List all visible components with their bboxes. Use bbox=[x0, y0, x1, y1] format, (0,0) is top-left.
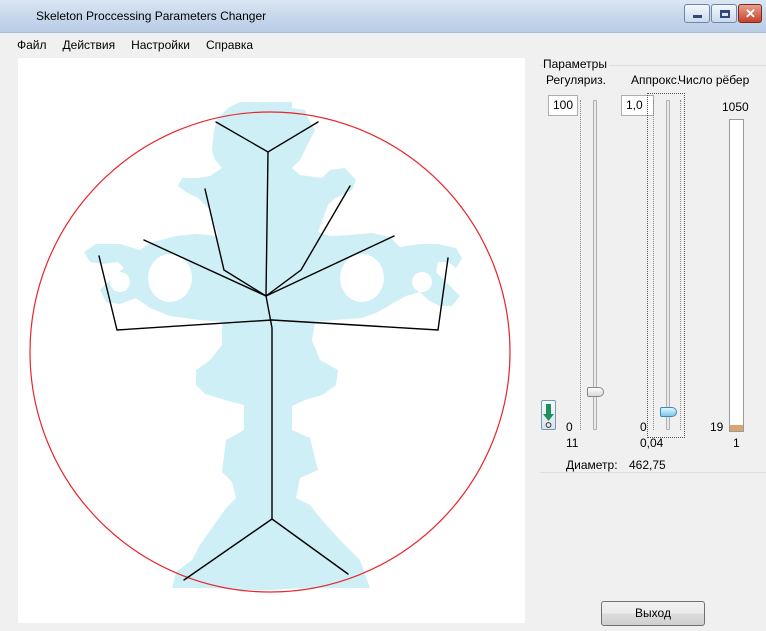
regularization-slider-thumb[interactable] bbox=[587, 387, 604, 397]
exit-button[interactable]: Выход bbox=[601, 601, 705, 626]
approx-slider-track[interactable] bbox=[666, 100, 670, 430]
approx-min-label: 0 bbox=[640, 420, 647, 434]
skeleton-lines bbox=[98, 121, 449, 581]
regularization-ticks bbox=[580, 100, 581, 430]
diameter-value: 462,75 bbox=[629, 458, 666, 472]
params-group bbox=[540, 65, 766, 473]
bounding-circle bbox=[29, 111, 511, 593]
edges-header: Число рёбер bbox=[678, 73, 750, 87]
approx-ticks bbox=[653, 100, 654, 430]
menu-actions[interactable]: Действия bbox=[62, 38, 116, 52]
apply-button[interactable] bbox=[541, 400, 556, 430]
window-title: Skeleton Proccessing Parameters Changer bbox=[36, 9, 267, 23]
regularization-input-value: 100 bbox=[553, 98, 574, 112]
menu-help[interactable]: Справка bbox=[205, 38, 254, 52]
maximize-button[interactable] bbox=[711, 4, 737, 23]
approx-header: Аппрокс. bbox=[631, 73, 681, 87]
shape-silhouette bbox=[84, 102, 462, 590]
regularization-input[interactable]: 100 bbox=[548, 95, 578, 116]
edges-progress-bar bbox=[729, 119, 744, 432]
edges-progress-fill bbox=[730, 425, 743, 431]
minimize-icon bbox=[693, 15, 702, 18]
window-controls: ✕ bbox=[683, 4, 762, 24]
close-icon: ✕ bbox=[745, 6, 756, 21]
menu-bar: Файл Действия Настройки Справка bbox=[0, 33, 766, 57]
edges-current-label: 19 bbox=[710, 420, 724, 434]
regularization-current-label: 11 bbox=[566, 436, 579, 450]
regularization-slider-track[interactable] bbox=[593, 100, 597, 430]
close-button[interactable]: ✕ bbox=[738, 4, 762, 23]
regularization-min-label: 0 bbox=[566, 420, 573, 434]
download-arrow-icon bbox=[543, 404, 554, 428]
minimize-button[interactable] bbox=[684, 4, 710, 23]
approx-ticks-right bbox=[680, 100, 681, 430]
params-group-label: Параметры bbox=[543, 57, 609, 71]
approx-current-label: 0,04 bbox=[640, 436, 664, 450]
approx-input-value: 1,0 bbox=[626, 98, 643, 112]
regularization-header: Регуляриз. bbox=[546, 73, 606, 87]
skeleton-drawing bbox=[29, 102, 511, 593]
approx-input[interactable]: 1,0 bbox=[621, 95, 654, 116]
approx-focus-rect bbox=[647, 93, 685, 438]
edges-bottom-label: 1 bbox=[733, 436, 740, 450]
maximize-icon bbox=[720, 10, 730, 18]
edges-max-label: 1050 bbox=[722, 100, 749, 114]
menu-file[interactable]: Файл bbox=[17, 38, 47, 52]
skeleton-canvas[interactable] bbox=[18, 58, 525, 623]
title-bar: Skeleton Proccessing Parameters Changer … bbox=[0, 0, 766, 33]
approx-slider-thumb[interactable] bbox=[660, 407, 677, 417]
diameter-label: Диаметр: bbox=[566, 458, 618, 472]
menu-settings[interactable]: Настройки bbox=[131, 38, 190, 52]
